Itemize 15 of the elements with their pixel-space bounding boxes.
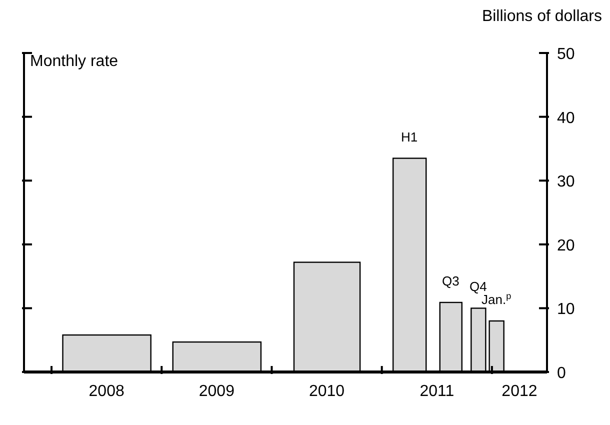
x-tick-label: 2010 [308,383,345,400]
y-axis-title: Billions of dollars [482,8,602,26]
x-tick-label: 2012 [502,383,538,400]
annotation: Monthly rate [30,53,118,71]
y-tick-label: 40 [557,110,575,127]
x-tick-label: 2009 [198,383,235,400]
y-tick-label: 0 [557,365,566,382]
annotation: Q3 [442,273,460,288]
annotation: H1 [401,129,418,144]
y-tick-label: 10 [557,301,575,318]
x-tick-label: 2008 [88,383,124,400]
y-tick-label: 20 [557,237,575,254]
y-tick-label: 50 [557,46,575,63]
x-tick-label: 2011 [420,383,454,400]
y-tick-label: 30 [557,174,575,191]
